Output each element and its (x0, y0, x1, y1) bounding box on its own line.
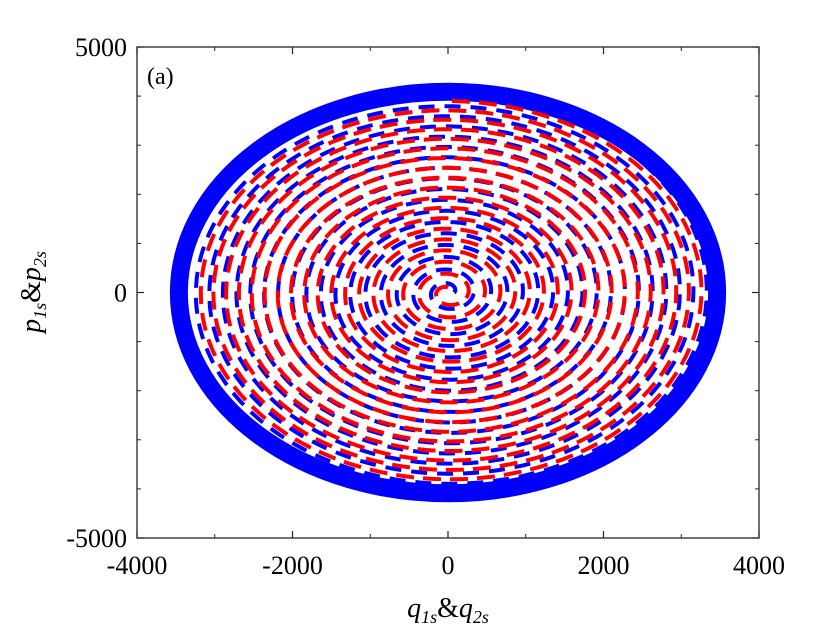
ticks-layer: -4000 -2000 0 2000 4000 -5000 0 5000 (66, 33, 785, 580)
blue-series-outer-band (169, 82, 727, 503)
y-tick-label: 0 (114, 279, 127, 308)
y-axis-label: p1s&p2s (16, 251, 50, 335)
y-tick-label: -5000 (66, 524, 127, 553)
x-tick-label: 2000 (578, 551, 630, 580)
x-tick-label: -2000 (262, 551, 323, 580)
x-tick-label: -4000 (107, 551, 168, 580)
x-tick-label: 0 (442, 551, 455, 580)
red-series-line (198, 99, 704, 482)
x-axis-label: q1s&q2s (407, 593, 489, 627)
y-tick-label: 5000 (75, 33, 127, 62)
x-tick-label: 4000 (733, 551, 785, 580)
series-layer (169, 82, 727, 503)
panel-label: (a) (147, 64, 174, 90)
